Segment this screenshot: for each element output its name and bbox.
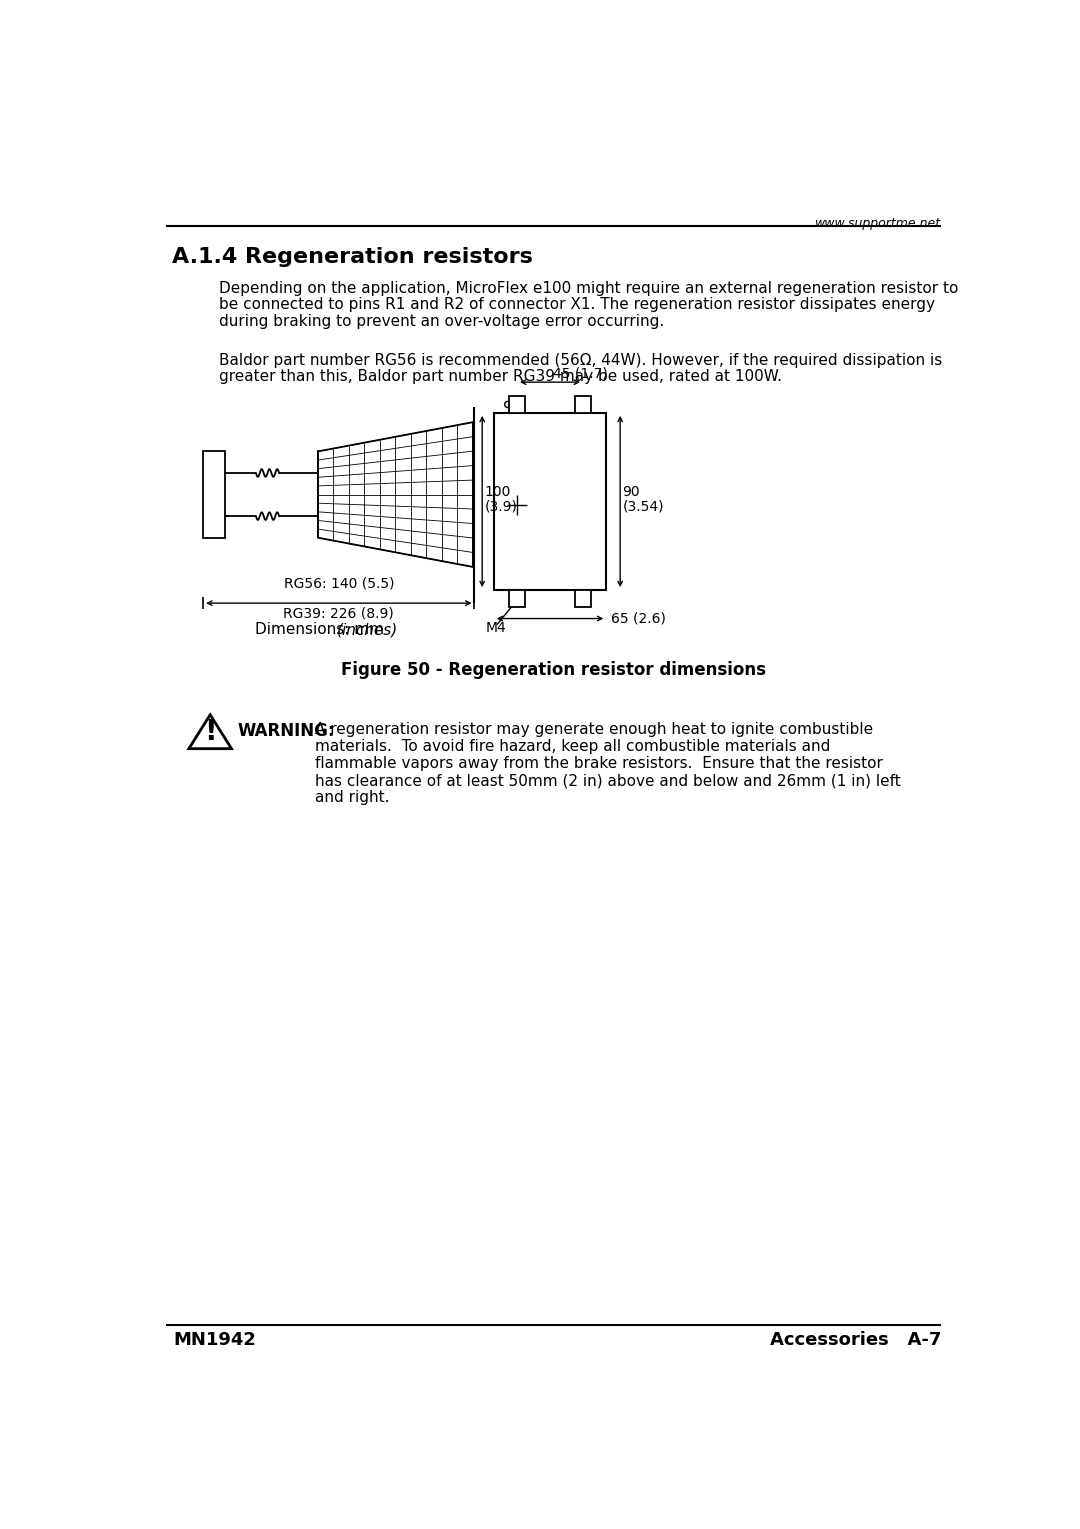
Circle shape xyxy=(558,505,566,512)
Text: (3.9): (3.9) xyxy=(485,498,517,514)
Text: A regeneration resistor may generate enough heat to ignite combustible: A regeneration resistor may generate eno… xyxy=(314,723,873,737)
Text: Figure 50 - Regeneration resistor dimensions: Figure 50 - Regeneration resistor dimens… xyxy=(341,661,766,679)
Circle shape xyxy=(570,505,578,512)
Polygon shape xyxy=(189,714,231,749)
Circle shape xyxy=(545,492,554,500)
Circle shape xyxy=(545,505,554,512)
Bar xyxy=(494,413,606,590)
Text: and right.: and right. xyxy=(314,790,389,806)
Text: has clearance of at least 50mm (2 in) above and below and 26mm (1 in) left: has clearance of at least 50mm (2 in) ab… xyxy=(314,774,901,789)
Text: !: ! xyxy=(204,717,216,746)
Text: 45 (1.7): 45 (1.7) xyxy=(553,367,608,381)
Text: www.supportme.net: www.supportme.net xyxy=(815,217,941,229)
Text: Depending on the application, MicroFlex e100 might require an external regenerat: Depending on the application, MicroFlex … xyxy=(218,281,958,297)
Text: Accessories   A-7: Accessories A-7 xyxy=(770,1330,941,1349)
Bar xyxy=(510,590,525,607)
Text: (3.54): (3.54) xyxy=(622,498,664,514)
Text: M4: M4 xyxy=(486,621,507,635)
Bar xyxy=(576,590,591,607)
Circle shape xyxy=(570,492,578,500)
Text: 65 (2.6): 65 (2.6) xyxy=(611,612,665,625)
Text: 90: 90 xyxy=(622,485,640,500)
Text: WARNING:: WARNING: xyxy=(238,723,335,740)
Text: greater than this, Baldor part number RG39 may be used, rated at 100W.: greater than this, Baldor part number RG… xyxy=(218,368,782,384)
Circle shape xyxy=(558,492,566,500)
Text: 100: 100 xyxy=(485,485,511,500)
Text: be connected to pins R1 and R2 of connector X1. The regeneration resistor dissip: be connected to pins R1 and R2 of connec… xyxy=(218,298,934,312)
Bar xyxy=(203,451,225,538)
Text: RG39: 226 (8.9): RG39: 226 (8.9) xyxy=(283,605,394,621)
Text: A.1.4 Regeneration resistors: A.1.4 Regeneration resistors xyxy=(172,246,534,266)
Text: Baldor part number RG56 is recommended (56Ω, 44W). However, if the required diss: Baldor part number RG56 is recommended (… xyxy=(218,353,942,368)
Text: during braking to prevent an over-voltage error occurring.: during braking to prevent an over-voltag… xyxy=(218,313,664,329)
Text: materials.  To avoid fire hazard, keep all combustible materials and: materials. To avoid fire hazard, keep al… xyxy=(314,740,831,754)
Bar xyxy=(576,396,591,413)
Text: flammable vapors away from the brake resistors.  Ensure that the resistor: flammable vapors away from the brake res… xyxy=(314,757,882,771)
Text: Dimensions: mm: Dimensions: mm xyxy=(255,622,389,638)
Text: (inches): (inches) xyxy=(337,622,397,638)
Bar xyxy=(510,396,525,413)
Text: MN1942: MN1942 xyxy=(174,1330,257,1349)
Text: RG56: 140 (5.5): RG56: 140 (5.5) xyxy=(284,576,394,590)
